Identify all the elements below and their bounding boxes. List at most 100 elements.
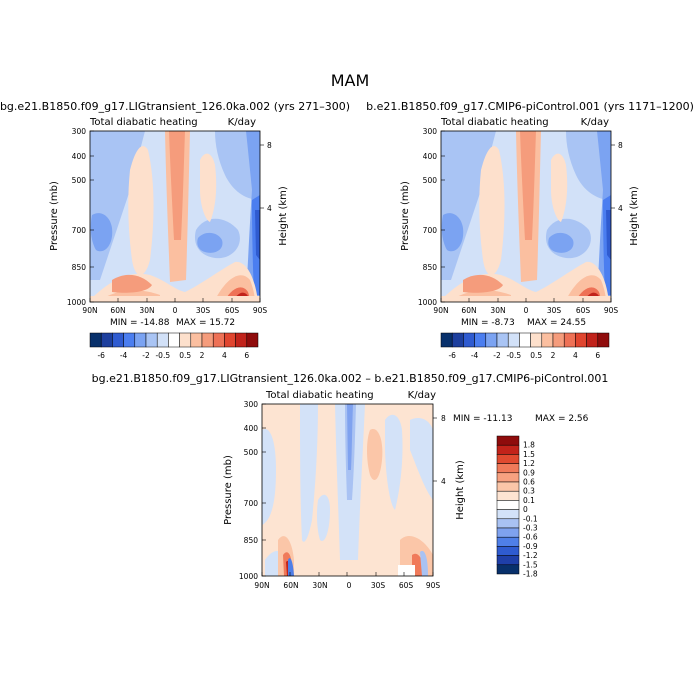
colorbar-label: 1.2 xyxy=(523,459,535,468)
colorbar-swatch xyxy=(496,500,520,510)
colorbar-swatch xyxy=(156,332,169,348)
xtick-30s: 30S xyxy=(196,306,211,315)
colorbar-swatch xyxy=(496,564,520,575)
colorbar-label: 0.6 xyxy=(523,478,535,487)
y2-axis-label: Height (km) xyxy=(455,460,466,520)
colorbar-swatch xyxy=(586,332,599,348)
contour-field xyxy=(262,404,433,576)
colorbar-swatch xyxy=(507,332,520,348)
ytick-300: 300 xyxy=(72,127,87,136)
contour-field xyxy=(90,131,260,302)
y-ticks xyxy=(90,130,94,303)
colorbar-swatch xyxy=(496,481,520,492)
colorbar-label: 4 xyxy=(222,351,227,360)
xtick-30n: 30N xyxy=(312,581,327,590)
colorbar-swatch xyxy=(235,332,248,348)
colorbar-swatch xyxy=(496,435,520,446)
colorbar-swatch xyxy=(496,454,520,464)
xtick-90n: 90N xyxy=(254,581,269,590)
colorbar-label: 1.5 xyxy=(523,450,535,459)
colorbar-swatch xyxy=(496,518,520,529)
variable-label: Total diabatic heating xyxy=(440,117,549,128)
min-label: MIN = -11.13 xyxy=(453,414,512,424)
max-label: MAX = 15.72 xyxy=(176,318,235,328)
colorbar-label: 0.1 xyxy=(523,496,535,505)
figure-title: MAM xyxy=(331,71,370,90)
panel-lig: bg.e21.B1850.f09_g17.LIGtransient_126.0k… xyxy=(0,100,350,360)
y2tick-8: 8 xyxy=(441,414,446,423)
colorbar-label: -6 xyxy=(448,351,456,360)
colorbar-swatch xyxy=(496,546,520,556)
y2tick-8: 8 xyxy=(618,141,623,150)
y2tick-8: 8 xyxy=(267,141,272,150)
colorbar-label: -4 xyxy=(471,351,479,360)
xtick-30n: 30N xyxy=(139,306,154,315)
colorbar-swatch xyxy=(496,527,520,538)
colorbar-label: 2 xyxy=(200,351,205,360)
max-label: MAX = 24.55 xyxy=(527,318,586,328)
plot-frame xyxy=(261,403,434,577)
colorbar-label: -2 xyxy=(493,351,501,360)
ytick-400: 400 xyxy=(244,424,259,433)
colorbar-label: -4 xyxy=(120,351,128,360)
colorbar-swatch xyxy=(190,332,203,348)
colorbar-label: -0.5 xyxy=(506,351,521,360)
colorbar-label: 0.3 xyxy=(523,487,535,496)
min-label: MIN = -8.73 xyxy=(461,318,515,328)
colorbar-swatch xyxy=(496,555,520,566)
colorbar: -6 -4 -2 -0.5 0.5 2 4 6 xyxy=(89,332,259,360)
colorbar-swatch xyxy=(451,332,464,348)
ytick-850: 850 xyxy=(72,263,87,272)
xtick-60s: 60S xyxy=(576,306,591,315)
colorbar-label: -6 xyxy=(97,351,105,360)
run-title: bg.e21.B1850.f09_g17.LIGtransient_126.0k… xyxy=(92,372,609,385)
colorbar-label: -0.9 xyxy=(523,542,538,551)
colorbar-swatch xyxy=(212,332,225,348)
y-axis-label: Pressure (mb) xyxy=(223,455,234,525)
colorbar-label: 1.8 xyxy=(523,441,535,450)
colorbar-label: -1.5 xyxy=(523,560,538,569)
colorbar-swatch xyxy=(496,536,520,547)
colorbar-swatch xyxy=(89,332,102,348)
ytick-300: 300 xyxy=(244,400,259,409)
colorbar-swatch xyxy=(224,332,236,348)
ytick-400: 400 xyxy=(423,152,438,161)
variable-label: Total diabatic heating xyxy=(89,117,198,128)
units-label: K/day xyxy=(408,390,436,401)
colorbar: -6 -4 -2 -0.5 0.5 2 4 6 xyxy=(440,332,610,360)
colorbar-swatch xyxy=(463,332,475,348)
colorbar-swatch xyxy=(530,332,543,348)
ytick-700: 700 xyxy=(423,226,438,235)
y2tick-4: 4 xyxy=(618,204,623,213)
xtick-90s: 90S xyxy=(426,581,441,590)
colorbar-label: 6 xyxy=(595,351,600,360)
colorbar-swatch xyxy=(474,332,487,348)
colorbar-swatch xyxy=(179,332,192,348)
run-title: bg.e21.B1850.f09_g17.LIGtransient_126.0k… xyxy=(0,100,350,113)
colorbar-label: -2 xyxy=(142,351,150,360)
ytick-850: 850 xyxy=(244,536,259,545)
colorbar-label: 2 xyxy=(551,351,556,360)
colorbar-label: -1.8 xyxy=(523,570,538,579)
colorbar-swatch xyxy=(563,332,576,348)
colorbar-label: -0.5 xyxy=(155,351,170,360)
colorbar-swatch xyxy=(485,332,498,348)
xtick-0: 0 xyxy=(347,581,352,590)
colorbar-swatch xyxy=(496,490,520,501)
max-label: MAX = 2.56 xyxy=(535,414,589,424)
contour-field xyxy=(441,131,611,302)
colorbar-label: -1.2 xyxy=(523,551,538,560)
ytick-850: 850 xyxy=(423,263,438,272)
panel-picontrol: b.e21.B1850.f09_g17.CMIP6-piControl.001 … xyxy=(366,100,694,360)
colorbar-swatch xyxy=(112,332,124,348)
y2tick-4: 4 xyxy=(441,477,446,486)
colorbar: 1.81.51.20.90.60.30.10-0.1-0.3-0.6-0.9-1… xyxy=(496,435,538,579)
xtick-0: 0 xyxy=(524,306,529,315)
colorbar-swatch xyxy=(496,509,520,520)
ytick-700: 700 xyxy=(244,499,259,508)
colorbar-label: -0.3 xyxy=(523,524,538,533)
colorbar-label: -0.6 xyxy=(523,533,538,542)
colorbar-swatch xyxy=(123,332,136,348)
colorbar-swatch xyxy=(597,332,610,348)
